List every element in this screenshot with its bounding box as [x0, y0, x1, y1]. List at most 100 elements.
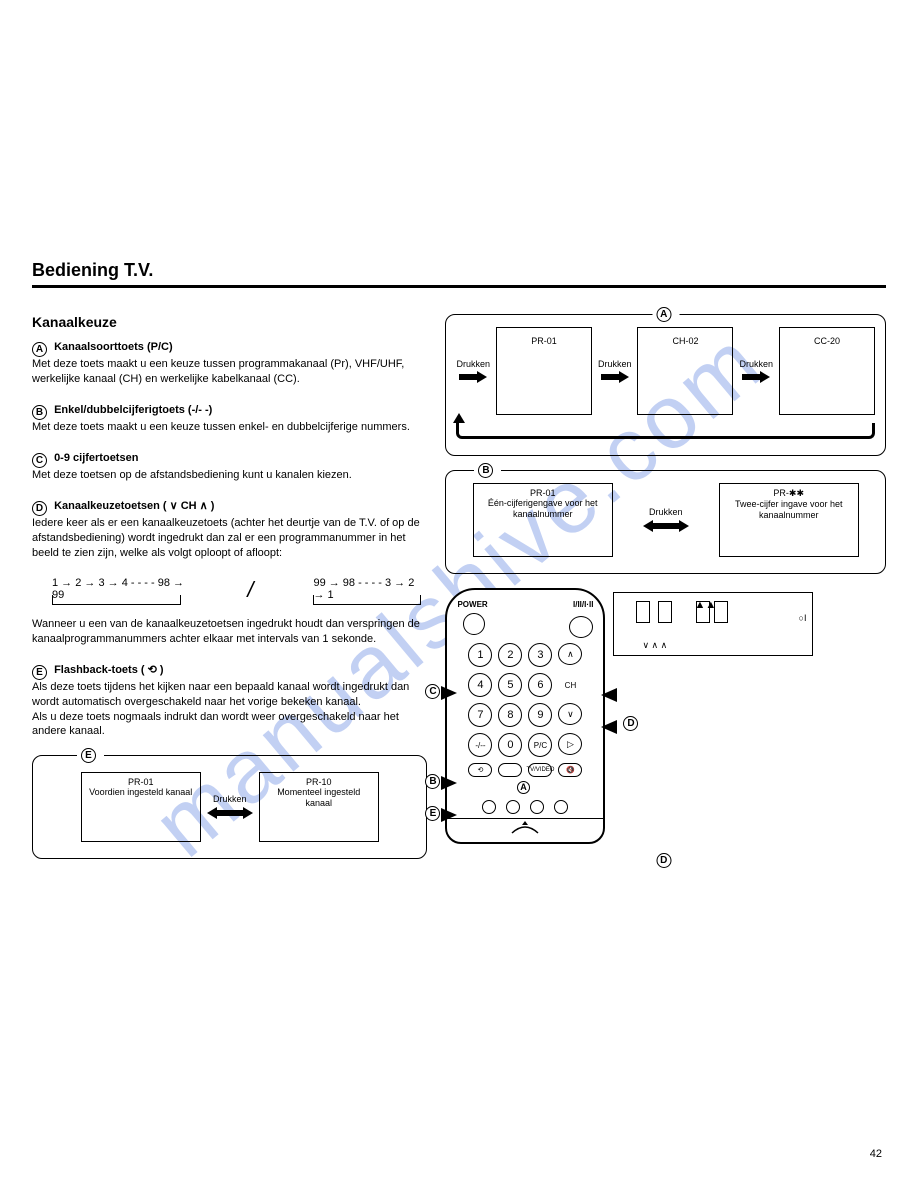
- item-b-text: Met deze toets maakt u een keuze tussen …: [32, 421, 410, 433]
- item-d: D Kanaalkeuzetoetsen ( ∨ CH ∧ ) Iedere k…: [32, 499, 427, 561]
- remote-power-label: POWER: [457, 600, 487, 609]
- ch-up-icon: ∧: [558, 643, 582, 665]
- item-d-text: Iedere keer als er een kanaalkeuzetoets …: [32, 517, 420, 559]
- diag-a-press1: Drukken: [456, 359, 490, 369]
- nav-arc-icon: [510, 819, 540, 835]
- diag-b-screen-1: PR-01 Één-cijferigengave voor het kanaal…: [473, 483, 613, 557]
- remote-and-panel: C B E D POWER I/II/I·II 1: [445, 588, 886, 844]
- diagram-e: E PR-01 Voordien ingesteld kanaal Drukke…: [32, 755, 427, 859]
- arrow-right-icon: [459, 371, 487, 383]
- diag-a-screen-1: PR-01: [496, 327, 592, 415]
- tv-side-panel: ▲▲ ○I ∨ ∧ ∧: [613, 592, 813, 656]
- diagram-a: A Drukken PR-01 Drukken CH-02 Drukken CC…: [445, 314, 886, 456]
- diag-e-press: Drukken: [213, 794, 247, 804]
- remote-mode-label: I/II/I·II: [573, 600, 593, 609]
- sequence-diagram: 1 → 2 → 3 → 4 - - - - 98 → 99 / 99 → 98 …: [52, 577, 427, 603]
- pointer-icon: [601, 720, 617, 734]
- item-e-text: Als deze toets tijdens het kijken naar e…: [32, 681, 409, 708]
- key-6: 6: [528, 673, 552, 697]
- item-e: E Flashback-toets ( ⟲ ) Als deze toets t…: [32, 663, 427, 740]
- diag-b-screen-2: PR-✱✱ Twee-cijfer ingave voor het kanaal…: [719, 483, 859, 557]
- key-1: 1: [468, 643, 492, 667]
- number-grid: 1 2 3 ∧ 4 5 6 CH 7 8 9 ∨ -/-- 0 P/C ▷: [457, 643, 593, 757]
- flashback-icon: ⟲: [468, 763, 492, 777]
- ch-label: CH: [558, 673, 582, 697]
- seq-note: Wanneer u een van de kanaalkeuzetoetsen …: [32, 617, 427, 647]
- arrow-right-icon: [601, 371, 629, 383]
- marker-d: D: [32, 501, 47, 516]
- diag-b-scr2-title: PR-✱✱: [720, 488, 858, 499]
- diagram-e-marker: E: [81, 748, 96, 763]
- loop-arrow: [456, 423, 875, 439]
- diag-b-scr2-sub: Twee-cijfer ingave voor het kanaalnummer: [720, 499, 858, 521]
- key-0: 0: [498, 733, 522, 757]
- diag-a-scr1-text: PR-01: [531, 336, 557, 346]
- callout-b: B: [425, 774, 440, 789]
- diag-a-scr3-text: CC-20: [814, 336, 840, 346]
- tv-video-pill: TV/VIDEO: [528, 763, 552, 777]
- pointer-icon: [441, 776, 457, 790]
- color-dots: [457, 800, 593, 814]
- diag-a-screen-2: CH-02: [637, 327, 733, 415]
- pointer-icon: [441, 686, 457, 700]
- diag-a-press3: Drukken: [739, 359, 773, 369]
- item-b: B Enkel/dubbelcijferigtoets (-/- -) Met …: [32, 403, 427, 435]
- right-column: A Drukken PR-01 Drukken CH-02 Drukken CC…: [445, 314, 886, 859]
- callout-e2: E: [425, 806, 440, 821]
- callout-d2: D: [656, 853, 671, 868]
- key-9: 9: [528, 703, 552, 727]
- item-c-label: 0-9 cijfertoetsen: [54, 452, 138, 464]
- left-column: Kanaalkeuze A Kanaalsoorttoets (P/C) Met…: [32, 314, 427, 859]
- item-c: C 0-9 cijfertoetsen Met deze toetsen op …: [32, 451, 427, 483]
- key-digit-toggle: -/--: [468, 733, 492, 757]
- key-pc: P/C: [528, 733, 552, 757]
- ch-down-icon: ∨: [558, 703, 582, 725]
- diag-e-screen-1: PR-01 Voordien ingesteld kanaal: [81, 772, 201, 842]
- page-number: 42: [870, 1148, 882, 1160]
- pointer-icon: [601, 688, 617, 702]
- panel-oi: ○I: [799, 613, 807, 623]
- key-2: 2: [498, 643, 522, 667]
- marker-c: C: [32, 453, 47, 468]
- marker-e: E: [32, 665, 47, 680]
- vol-up-icon: ▷: [558, 733, 582, 755]
- diag-e-scr1-sub: Voordien ingesteld kanaal: [82, 787, 200, 798]
- item-d-label: Kanaalkeuzetoetsen ( ∨ CH ∧ ): [54, 500, 214, 512]
- item-b-label: Enkel/dubbelcijferigtoets (-/- -): [54, 404, 212, 416]
- key-3: 3: [528, 643, 552, 667]
- item-a-text: Met deze toets maakt u een keuze tussen …: [32, 358, 404, 385]
- tv-panel-wrap: ▲▲ ○I ∨ ∧ ∧ D: [613, 588, 813, 656]
- diag-a-scr2-text: CH-02: [672, 336, 698, 346]
- item-a: A Kanaalsoorttoets (P/C) Met deze toets …: [32, 340, 427, 387]
- power-button-icon: [463, 613, 485, 635]
- diag-a-press2: Drukken: [598, 359, 632, 369]
- blank-pill: [498, 763, 522, 777]
- arrow-right-icon: [742, 371, 770, 383]
- key-7: 7: [468, 703, 492, 727]
- key-4: 4: [468, 673, 492, 697]
- item-c-text: Met deze toetsen op de afstandsbediening…: [32, 469, 352, 481]
- key-8: 8: [498, 703, 522, 727]
- diag-b-scr1-title: PR-01: [474, 488, 612, 498]
- mode-button-icon: [569, 616, 593, 638]
- key-5: 5: [498, 673, 522, 697]
- marker-b: B: [32, 405, 47, 420]
- diagram-b: B PR-01 Één-cijferigengave voor het kana…: [445, 470, 886, 574]
- seq-divider: /: [247, 577, 253, 603]
- section-heading: Kanaalkeuze: [32, 314, 427, 330]
- diagram-b-marker: B: [478, 463, 493, 478]
- diag-b-scr1-sub: Één-cijferigengave voor het kanaalnummer: [474, 498, 612, 520]
- diag-a-screen-3: CC-20: [779, 327, 875, 415]
- item-a-label: Kanaalsoorttoets (P/C): [54, 341, 173, 353]
- mute-icon: 🔇: [558, 763, 582, 777]
- callout-a-inline: A: [517, 781, 530, 794]
- item-e-label: Flashback-toets ( ⟲ ): [54, 664, 163, 676]
- marker-a: A: [32, 342, 47, 357]
- panel-mark: ∨ ∧ ∧: [642, 640, 667, 651]
- diag-e-screen-2: PR-10 Momenteel ingesteld kanaal: [259, 772, 379, 842]
- diag-e-scr2-sub: Momenteel ingesteld kanaal: [260, 787, 378, 809]
- diag-e-scr1-title: PR-01: [82, 777, 200, 787]
- remote-control: POWER I/II/I·II 1 2 3 ∧ 4 5 6 CH 7: [445, 588, 605, 844]
- callout-d: D: [623, 716, 638, 731]
- pointer-icon: [441, 808, 457, 822]
